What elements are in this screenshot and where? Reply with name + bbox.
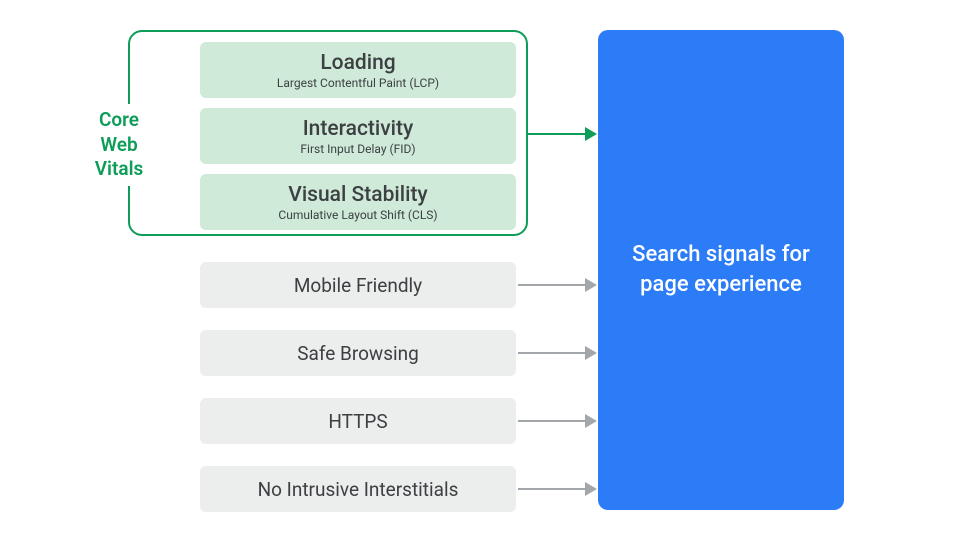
cwv-label-line: Core xyxy=(84,108,154,133)
arrow-shaft xyxy=(528,133,586,135)
arrow-shaft xyxy=(518,284,586,286)
signal-label: Mobile Friendly xyxy=(294,274,422,297)
vital-loading: Loading Largest Contentful Paint (LCP) xyxy=(200,42,516,98)
cwv-label-line: Web xyxy=(84,133,154,158)
vital-subtitle: First Input Delay (FID) xyxy=(300,142,415,156)
arrow-shaft xyxy=(518,420,586,422)
search-signals-text: Search signals for page experience xyxy=(622,240,820,299)
signal-no-intrusive-interstitials: No Intrusive Interstitials xyxy=(200,466,516,512)
arrow-shaft xyxy=(518,488,586,490)
signal-label: Safe Browsing xyxy=(297,342,419,365)
vital-subtitle: Cumulative Layout Shift (CLS) xyxy=(278,208,437,222)
vital-title: Loading xyxy=(320,51,395,75)
arrow-head-icon xyxy=(585,127,597,141)
search-signals-box: Search signals for page experience xyxy=(598,30,844,510)
vital-title: Interactivity xyxy=(303,117,414,141)
signal-mobile-friendly: Mobile Friendly xyxy=(200,262,516,308)
vital-interactivity: Interactivity First Input Delay (FID) xyxy=(200,108,516,164)
vital-subtitle: Largest Contentful Paint (LCP) xyxy=(277,76,439,90)
vital-visual-stability: Visual Stability Cumulative Layout Shift… xyxy=(200,174,516,230)
arrow-head-icon xyxy=(585,482,597,496)
arrow-head-icon xyxy=(585,278,597,292)
cwv-label-line: Vitals xyxy=(84,157,154,182)
arrow-head-icon xyxy=(585,346,597,360)
signal-label: No Intrusive Interstitials xyxy=(258,478,459,501)
signal-https: HTTPS xyxy=(200,398,516,444)
core-web-vitals-label: Core Web Vitals xyxy=(84,104,154,186)
signal-safe-browsing: Safe Browsing xyxy=(200,330,516,376)
arrow-head-icon xyxy=(585,414,597,428)
vital-title: Visual Stability xyxy=(288,183,427,207)
signal-label: HTTPS xyxy=(328,410,387,433)
arrow-shaft xyxy=(518,352,586,354)
diagram-canvas: Core Web Vitals Loading Largest Contentf… xyxy=(0,0,960,540)
